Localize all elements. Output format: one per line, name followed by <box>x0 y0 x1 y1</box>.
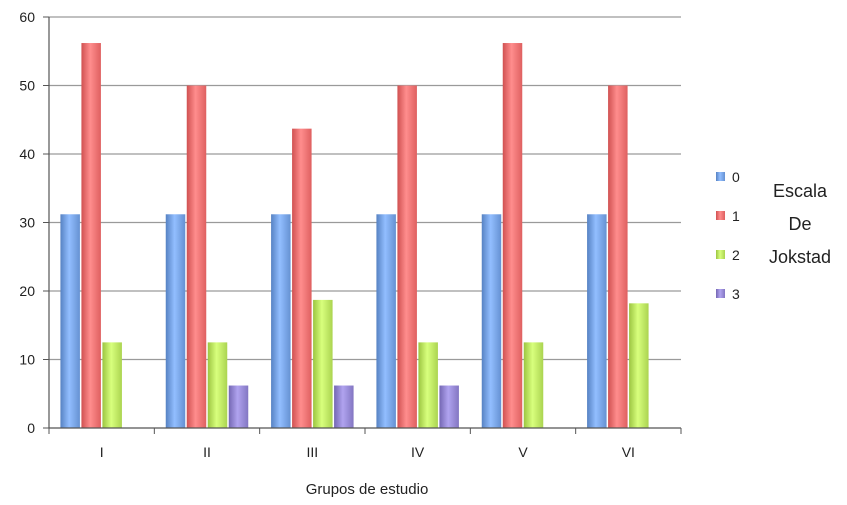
legend-swatch-2 <box>716 250 725 259</box>
legend-label-2: 2 <box>732 247 740 263</box>
legend-swatch-3 <box>716 289 725 298</box>
bar-I-series-2 <box>102 342 122 428</box>
legend-title-line-2: De <box>788 214 811 234</box>
y-tick-label: 60 <box>19 9 35 25</box>
bar-V-series-2 <box>523 342 544 428</box>
bar-VI-series-0 <box>587 214 607 428</box>
y-tick-label: 20 <box>19 283 35 299</box>
bar-III-series-2 <box>313 299 333 428</box>
bar-I-series-1 <box>81 43 101 428</box>
legend-title-line-3: Jokstad <box>769 247 831 267</box>
legend: 0 1 2 3 <box>716 169 740 302</box>
x-tick-label: IV <box>411 444 425 460</box>
bars <box>60 43 649 428</box>
bar-II-series-3 <box>228 385 249 428</box>
bar-III-series-3 <box>334 385 354 428</box>
legend-title-line-1: Escala <box>773 181 828 201</box>
gridlines <box>49 16 681 361</box>
legend-label-0: 0 <box>732 169 740 185</box>
bar-IV-series-0 <box>376 214 396 428</box>
bar-IV-series-2 <box>418 342 438 428</box>
legend-swatch-0 <box>716 172 725 181</box>
bar-III-series-1 <box>292 128 312 428</box>
bar-V-series-0 <box>481 214 502 428</box>
legend-label-3: 3 <box>732 286 740 302</box>
bar-II-series-0 <box>165 214 186 428</box>
y-tick-label: 30 <box>19 215 35 231</box>
x-tick-label: I <box>100 444 104 460</box>
y-tick-label: 40 <box>19 146 35 162</box>
bar-II-series-2 <box>207 342 228 428</box>
legend-label-1: 1 <box>732 208 740 224</box>
bar-III-series-0 <box>271 214 291 428</box>
x-tick-label: VI <box>622 444 635 460</box>
bar-IV-series-1 <box>397 85 417 428</box>
bar-IV-series-3 <box>439 385 459 428</box>
y-tick-label: 0 <box>27 420 35 436</box>
bar-VI-series-1 <box>608 85 628 428</box>
x-tick-label: III <box>306 444 318 460</box>
x-axis-label: Grupos de estudio <box>306 481 429 498</box>
x-tick-label: II <box>203 444 211 460</box>
bar-VI-series-2 <box>629 303 649 428</box>
bar-II-series-1 <box>186 85 207 428</box>
x-tick-label: V <box>518 444 528 460</box>
y-tick-label: 50 <box>19 78 35 94</box>
bar-V-series-1 <box>502 43 523 428</box>
y-tick-label: 10 <box>19 352 35 368</box>
legend-swatch-1 <box>716 211 725 220</box>
bar-I-series-0 <box>60 214 80 428</box>
